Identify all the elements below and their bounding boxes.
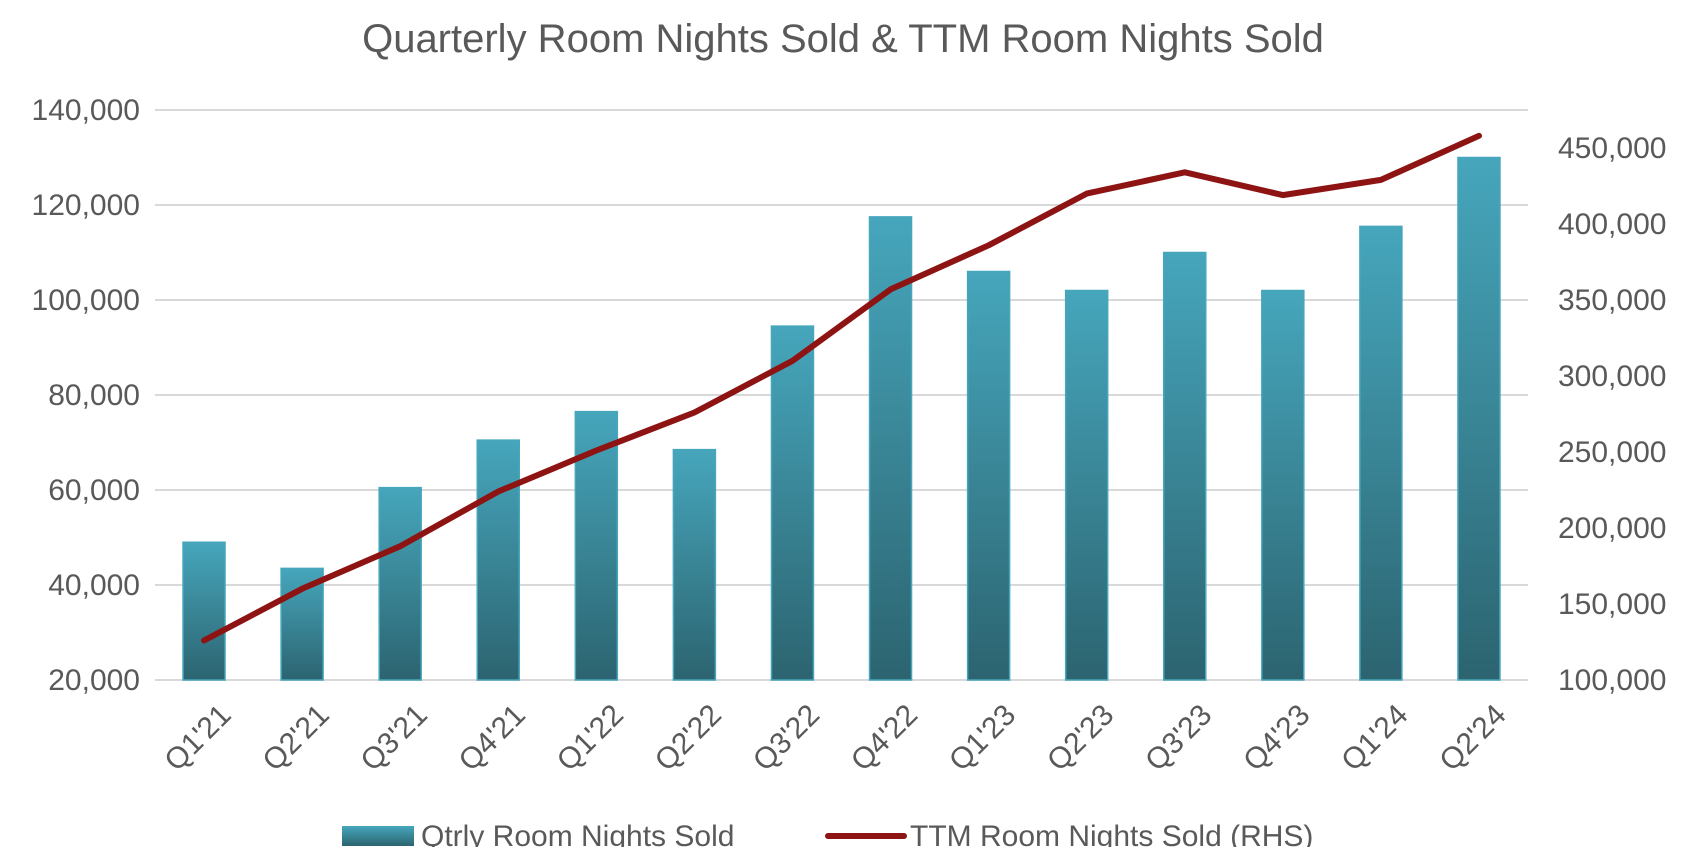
- bar: [672, 448, 717, 681]
- line-point: [1378, 177, 1384, 183]
- legend-label-line: TTM Room Nights Sold (RHS): [910, 820, 1313, 847]
- bar: [1359, 225, 1403, 681]
- legend: Qtrly Room Nights Sold TTM Room Nights S…: [342, 820, 1313, 852]
- x-axis-tick-label: Q3'23: [1139, 698, 1218, 777]
- right-axis-tick-label: 350,000: [1558, 284, 1666, 317]
- bar: [378, 486, 422, 681]
- x-axis-tick-label: Q2'24: [1433, 698, 1512, 777]
- x-axis-tick-label: Q4'23: [1237, 698, 1316, 777]
- x-axis-tick-label: Q2'21: [256, 698, 335, 777]
- x-axis-tick-label: Q2'22: [649, 698, 728, 777]
- line-point: [397, 543, 403, 549]
- left-axis-tick-label: 120,000: [32, 189, 140, 222]
- gridlines: [155, 109, 1528, 681]
- bar: [966, 270, 1011, 681]
- legend-swatch-bar: [342, 826, 414, 846]
- bar: [1261, 289, 1305, 681]
- x-axis-tick-label: Q1'24: [1335, 698, 1414, 777]
- right-axis-tick-label: 250,000: [1558, 436, 1666, 469]
- right-axis-tick-label: 300,000: [1558, 360, 1666, 393]
- right-axis-tick-label: 100,000: [1558, 664, 1666, 697]
- line-point: [789, 358, 795, 364]
- line-point: [691, 409, 697, 415]
- x-axis-tick-label: Q4'21: [453, 698, 532, 777]
- line-point: [1476, 133, 1482, 139]
- right-axis-tick-label: 450,000: [1558, 132, 1666, 165]
- left-axis-tick-label: 140,000: [32, 94, 140, 127]
- x-axis-tick-label: Q2'23: [1041, 698, 1120, 777]
- right-y-axis: 100,000 150,000 200,000 250,000 300,000 350,0…: [1558, 132, 1666, 697]
- bar: [770, 325, 815, 681]
- bar: [868, 216, 913, 681]
- x-axis-tick-label: Q4'22: [845, 698, 924, 777]
- line-point: [1084, 191, 1090, 197]
- line-point: [1280, 192, 1286, 198]
- line-point: [593, 447, 599, 453]
- x-axis: Q1'21 Q2'21 Q3'21 Q4'21 Q1'22 Q2'22 Q3'22 Q4'22…: [158, 698, 1512, 777]
- left-y-axis: 20,000 40,000 60,000 80,000 100,000 120,000 14…: [32, 94, 140, 697]
- line-point: [495, 489, 501, 495]
- left-axis-tick-label: 60,000: [48, 474, 140, 507]
- chart-title: Quarterly Room Nights Sold & TTM Room Ni…: [362, 17, 1324, 61]
- line-point: [986, 242, 992, 248]
- ttm-line: [201, 132, 1482, 644]
- left-axis-tick-label: 80,000: [48, 379, 140, 412]
- x-axis-tick-label: Q1'22: [551, 698, 630, 777]
- right-axis-tick-label: 200,000: [1558, 512, 1666, 545]
- left-axis-tick-label: 100,000: [32, 284, 140, 317]
- bar: [1457, 156, 1501, 681]
- x-axis-tick-label: Q3'22: [747, 698, 826, 777]
- x-axis-tick-label: Q1'23: [943, 698, 1022, 777]
- x-axis-tick-label: Q3'21: [355, 698, 434, 777]
- bar-series: [182, 156, 1501, 681]
- legend-label-bar: Qtrly Room Nights Sold: [421, 820, 734, 847]
- left-axis-tick-label: 20,000: [48, 664, 140, 697]
- line-point: [201, 637, 207, 643]
- line-series: [201, 132, 1482, 644]
- right-axis-tick-label: 400,000: [1558, 208, 1666, 241]
- bar: [1163, 251, 1207, 681]
- bar: [1064, 289, 1109, 681]
- right-axis-tick-label: 150,000: [1558, 588, 1666, 621]
- bar: [476, 439, 520, 681]
- line-point: [1182, 169, 1188, 175]
- x-axis-tick-label: Q1'21: [158, 698, 237, 777]
- left-axis-tick-label: 40,000: [48, 569, 140, 602]
- line-point: [888, 286, 894, 292]
- line-point: [299, 586, 305, 592]
- bar: [182, 541, 226, 681]
